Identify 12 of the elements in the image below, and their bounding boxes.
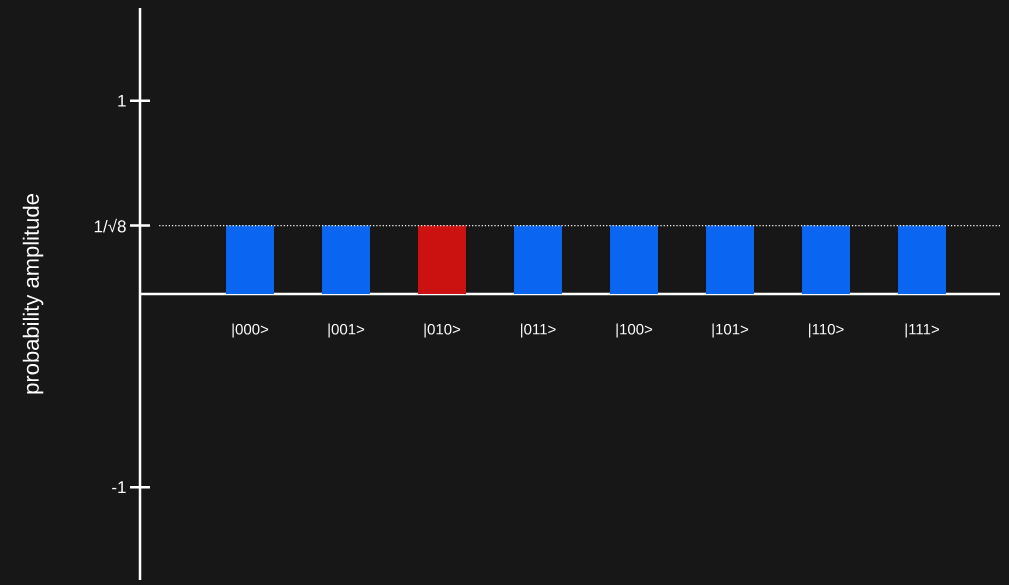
x-tick-label: |010>	[424, 323, 461, 338]
x-tick-label: |000>	[232, 323, 269, 338]
x-tick-label: |111>	[905, 323, 940, 338]
x-tick-label: |100>	[616, 323, 653, 338]
x-tick-label: |011>	[521, 323, 556, 338]
x-tick-label: |101>	[712, 323, 749, 338]
y-axis-title: probability amplitude	[22, 194, 44, 394]
x-tick-label: |110>	[809, 323, 844, 338]
y-tick-label: -1	[112, 481, 126, 494]
y-tick-label: 1	[118, 94, 126, 107]
x-tick-label: |001>	[328, 323, 365, 338]
y-tick-label: 1/√8	[94, 218, 126, 233]
